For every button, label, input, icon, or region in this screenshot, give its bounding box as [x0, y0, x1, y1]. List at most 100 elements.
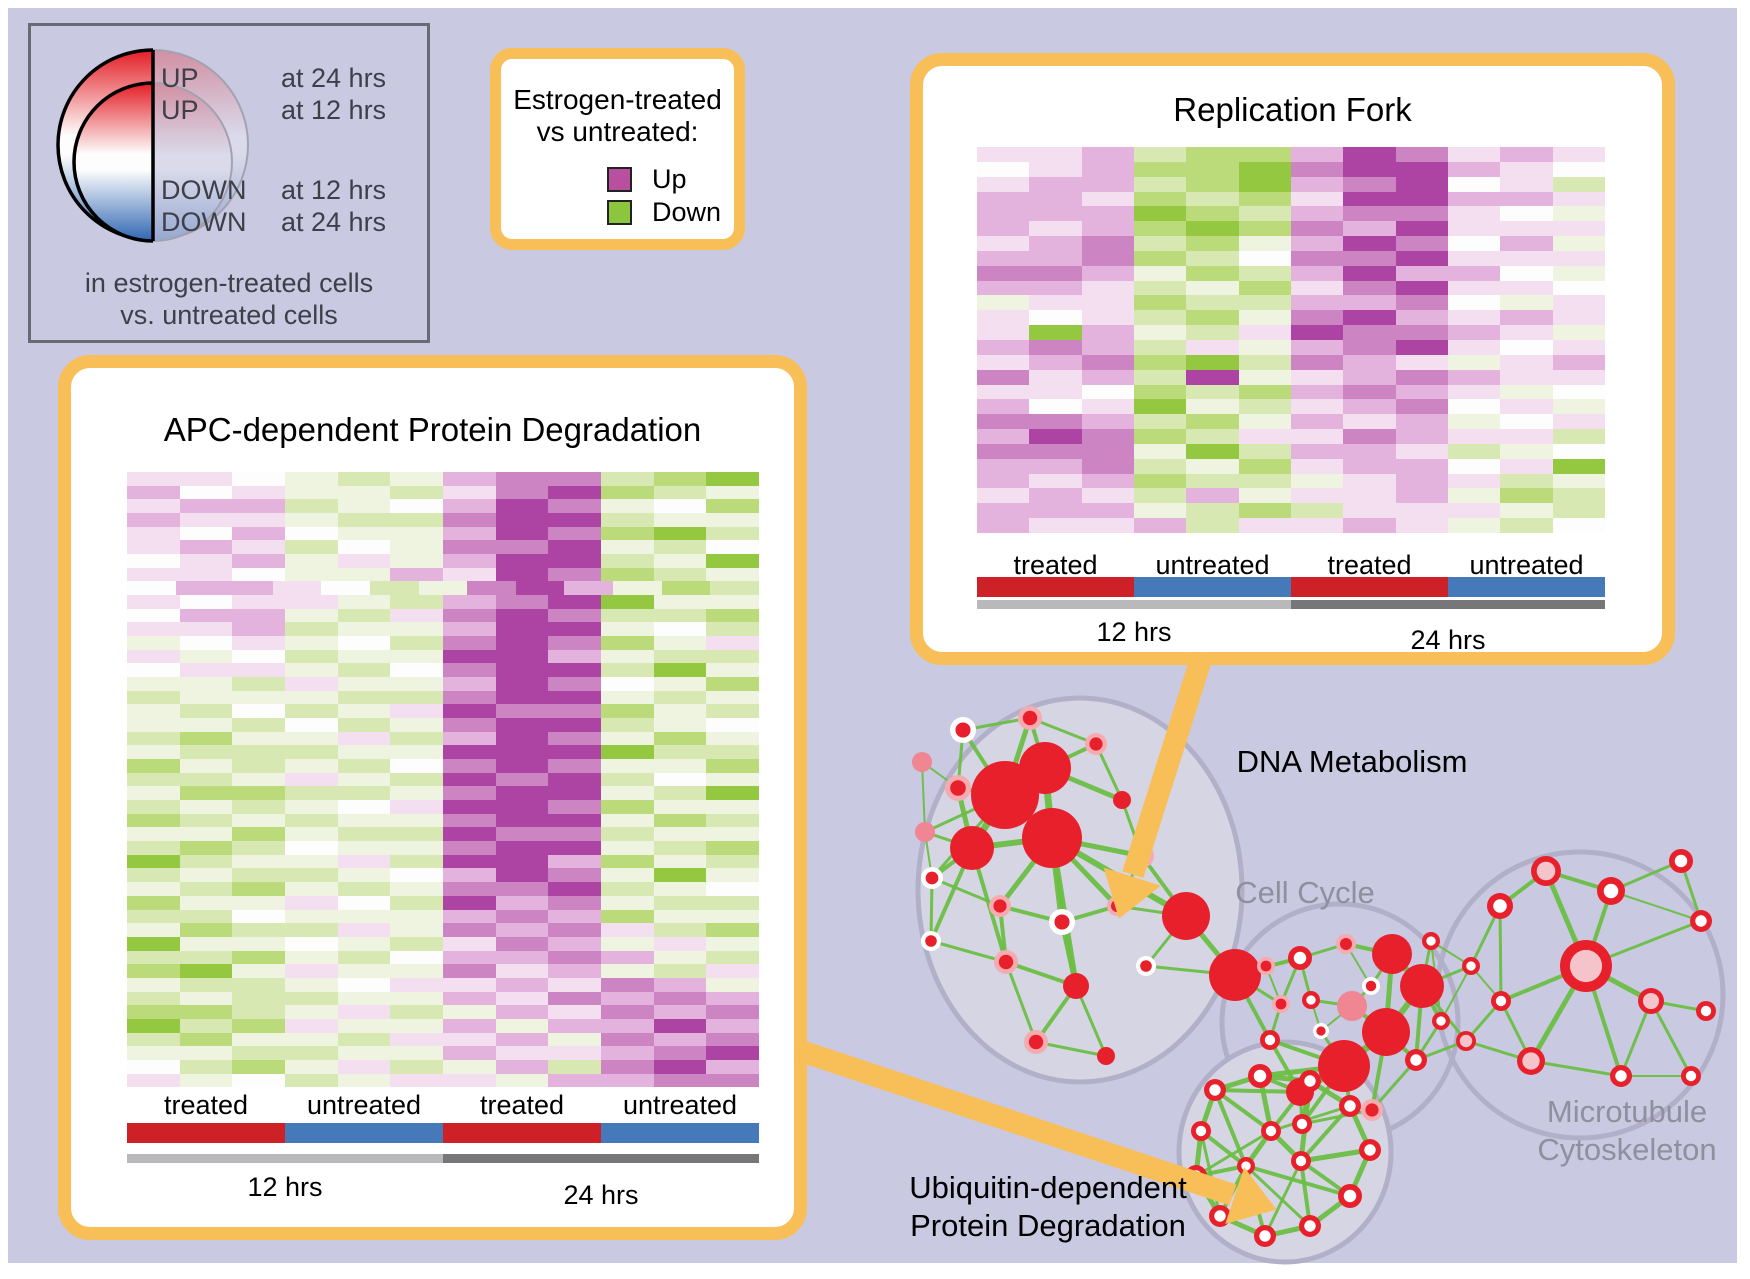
heatmap-cell	[706, 718, 760, 732]
heatmap-cell	[1029, 518, 1082, 533]
heatmap-cell	[337, 636, 391, 650]
heatmap-cell	[495, 649, 549, 664]
heatmap-cell	[390, 1018, 444, 1033]
heatmap-cell	[977, 473, 1030, 489]
heatmap-cell	[977, 176, 1030, 192]
heatmap-cell	[1290, 176, 1344, 192]
heatmap-cell	[548, 472, 602, 486]
heatmap-cell	[1343, 161, 1396, 177]
cluster-label-cell-cycle: Cell Cycle	[1235, 875, 1375, 910]
heatmap-cell	[1186, 429, 1239, 444]
heatmap-cell	[390, 1032, 444, 1047]
heatmap-cell	[1133, 369, 1187, 385]
heatmap-cell	[1238, 518, 1291, 533]
heatmap-cell	[548, 895, 602, 910]
heatmap-cell	[127, 882, 180, 896]
heatmap-cell	[1029, 414, 1082, 430]
heatmap-row	[977, 399, 1605, 415]
heatmap-cell	[443, 649, 496, 664]
heatmap-cell	[337, 800, 391, 814]
heatmap-row	[127, 485, 760, 500]
heatmap-row	[127, 636, 760, 650]
heatmap-cell	[1290, 161, 1344, 177]
network-node	[1372, 934, 1412, 974]
heatmap-cell	[1447, 339, 1501, 355]
heatmap-cell	[443, 800, 496, 814]
treatment-color-segment	[601, 1123, 759, 1143]
heatmap-cell	[285, 485, 338, 500]
heatmap-cell	[1029, 503, 1082, 519]
heatmap-cell	[495, 964, 549, 978]
heatmap-cell	[390, 636, 444, 650]
treatment-color-bar	[977, 577, 1605, 597]
heatmap-cell	[706, 964, 760, 978]
heatmap-cell	[443, 526, 496, 541]
heatmap-cell	[613, 581, 662, 596]
heatmap-cell	[1081, 176, 1134, 192]
heatmap-cell	[390, 485, 444, 500]
heatmap-cell	[127, 649, 180, 664]
heatmap-cell	[1133, 399, 1187, 415]
heatmap-cell	[1238, 191, 1291, 207]
heatmap-cell	[1186, 518, 1239, 533]
heatmap-cell	[1029, 473, 1082, 489]
timepoint-segment	[443, 1154, 759, 1163]
network-node-core	[1700, 1005, 1712, 1017]
heatmap-cell	[706, 677, 760, 691]
heatmap-cell	[1081, 147, 1134, 162]
heatmap-cell	[1290, 473, 1344, 489]
heatmap-cell	[232, 772, 286, 787]
heatmap-cell	[285, 622, 338, 637]
heatmap-cell	[127, 950, 180, 965]
heatmap-cell	[337, 759, 391, 773]
network-node	[915, 822, 935, 842]
heatmap-cell	[232, 704, 286, 719]
network-node	[1318, 1040, 1370, 1092]
heatmap-cell	[337, 841, 391, 855]
network-node-core	[1304, 1075, 1316, 1087]
heatmap-cell	[1290, 280, 1344, 296]
heatmap-cell	[601, 718, 654, 732]
heatmap-cell	[1081, 265, 1134, 281]
heatmap-cell	[1447, 488, 1501, 504]
heatmap-cell	[127, 991, 180, 1006]
network-edge	[1370, 1058, 1418, 1112]
heatmap-row	[977, 295, 1605, 311]
heatmap-cell	[1447, 429, 1501, 444]
heatmap-cell	[495, 841, 549, 855]
heatmap-cell	[1552, 191, 1605, 207]
heatmap-cell	[706, 923, 760, 937]
heatmap-row	[127, 936, 760, 951]
heatmap-cell	[1500, 384, 1553, 400]
heatmap-cell	[443, 704, 496, 719]
heatmap-cell	[443, 786, 496, 801]
network-node-core	[1365, 1103, 1379, 1117]
heatmap-cell	[653, 704, 707, 719]
heatmap-cell	[548, 718, 602, 732]
heatmap-cell	[232, 718, 286, 732]
heatmap-cell	[601, 540, 654, 555]
heatmap-cell	[601, 513, 654, 527]
heatmap-cell	[1081, 354, 1134, 370]
heatmap-cell	[1081, 325, 1134, 340]
heatmap-cell	[179, 690, 233, 705]
heatmap-cell	[467, 581, 516, 596]
heatmap-cell	[653, 854, 707, 869]
heatmap-cell	[390, 759, 444, 773]
heatmap-cell	[337, 964, 391, 978]
heatmap-cell	[706, 595, 760, 609]
heatmap-cell	[601, 554, 654, 568]
heatmap-row	[127, 841, 760, 855]
heatmap-cell	[232, 472, 286, 486]
heatmap-cell	[232, 854, 286, 869]
heatmap-cell	[706, 731, 760, 746]
heatmap-cell	[1395, 518, 1448, 533]
heatmap-cell	[337, 1018, 391, 1033]
heatmap-cell	[127, 772, 180, 787]
heatmap-cell	[495, 936, 549, 951]
heatmap-cell	[653, 841, 707, 855]
heatmap-cell	[1186, 265, 1239, 281]
heatmap-cell	[1238, 280, 1291, 296]
network-node-core	[1260, 960, 1272, 972]
heatmap-row	[127, 663, 760, 678]
